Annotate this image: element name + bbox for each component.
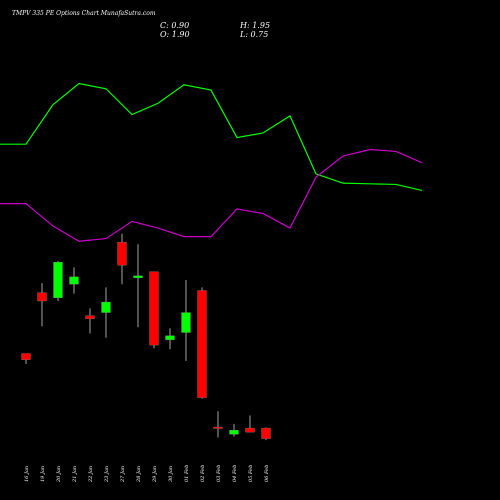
upper-overlay-line — [0, 82, 423, 191]
lower-overlay-line — [0, 148, 423, 242]
x-tick-label: 20 Jan — [56, 466, 62, 483]
x-tick-label: 04 Feb — [232, 465, 238, 482]
candle-body — [245, 427, 255, 433]
x-tick-label: 29 Jan — [152, 466, 158, 483]
x-tick-label: 01 Feb — [184, 465, 190, 482]
candle-body — [37, 292, 47, 302]
candle-body — [181, 312, 191, 333]
x-axis-tick-labels: 16 Jan 19 Jan 20 Jan 21 Jan 22 Jan 23 Jan 27 J… — [24, 465, 270, 483]
x-tick-label: 21 Jan — [72, 466, 78, 483]
x-tick-label: 22 Jan — [88, 466, 94, 483]
candle-body — [117, 242, 127, 266]
candle-body — [229, 429, 239, 435]
x-tick-label: 19 Jan — [40, 466, 46, 482]
x-tick-label: 28 Jan — [136, 466, 142, 483]
candle-body — [261, 427, 271, 439]
candle-body — [197, 290, 207, 398]
candles — [21, 233, 271, 441]
high-value: H: 1.95 — [240, 21, 271, 30]
candle-body — [85, 315, 95, 320]
x-tick-label: 02 Feb — [200, 465, 206, 482]
candle-body — [53, 261, 63, 298]
low-value: L: 0.75 — [240, 30, 269, 39]
candle-body — [133, 275, 143, 279]
candle-body — [149, 271, 159, 346]
close-value: C: 0.90 — [160, 21, 190, 30]
candle-body — [69, 276, 79, 285]
open-value: O: 1.90 — [160, 30, 190, 39]
candle-body — [213, 426, 223, 429]
candle-body — [101, 301, 111, 313]
overlay-lines — [0, 82, 423, 242]
x-tick-label: 06 Feb — [264, 465, 270, 482]
x-tick-label: 05 Feb — [248, 465, 254, 482]
x-tick-label: 27 Jan — [120, 466, 126, 483]
candle-body — [165, 335, 175, 340]
x-tick-label: 23 Jan — [104, 466, 110, 483]
candle-body — [21, 353, 31, 360]
x-tick-label: 03 Feb — [216, 465, 222, 482]
chart-title: TMPV 335 PE Options Chart MunafaSutra.co… — [12, 10, 156, 17]
x-tick-label: 30 Jan — [168, 466, 174, 482]
x-tick-label: 16 Jan — [24, 466, 30, 482]
